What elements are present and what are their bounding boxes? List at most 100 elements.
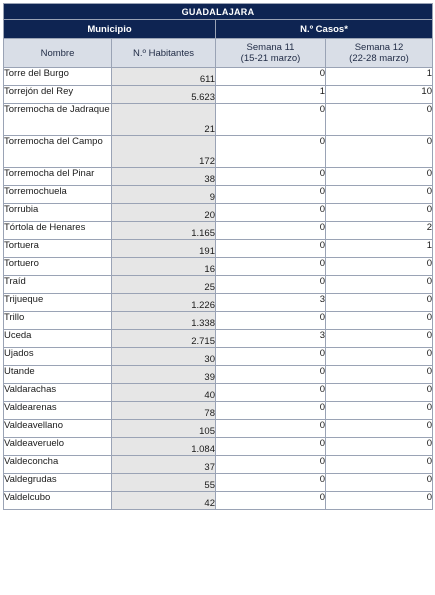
semana11-value: 0	[215, 455, 326, 474]
semana12-value: 0	[325, 185, 433, 204]
semana11-value: 0	[215, 473, 326, 492]
habitantes-value: 105	[111, 419, 216, 438]
semana12-value: 0	[325, 365, 433, 384]
table-row: Torremocha del Campo 172 0 0	[3, 135, 433, 168]
semana12-value: 0	[325, 455, 433, 474]
municipio-header: Municipio	[3, 19, 216, 39]
table-row: Trillo 1.338 0 0	[3, 311, 433, 330]
municipio-name: Tortuera	[3, 239, 112, 258]
semana11-value: 0	[215, 437, 326, 456]
semana11-header: Semana 11 (15-21 marzo)	[215, 38, 326, 68]
habitantes-value: 39	[111, 365, 216, 384]
semana12-value: 0	[325, 329, 433, 348]
table-row: Valdeconcha 37 0 0	[3, 455, 433, 474]
semana12-value: 0	[325, 167, 433, 186]
semana11-value: 0	[215, 185, 326, 204]
semana12-value: 0	[325, 401, 433, 420]
semana12-value: 0	[325, 347, 433, 366]
semana12-value: 0	[325, 293, 433, 312]
habitantes-value: 1.165	[111, 221, 216, 240]
semana12-value: 0	[325, 491, 433, 510]
semana11-value: 0	[215, 203, 326, 222]
habitantes-value: 1.084	[111, 437, 216, 456]
semana11-value: 0	[215, 491, 326, 510]
semana12-value: 0	[325, 473, 433, 492]
municipio-name: Ujados	[3, 347, 112, 366]
habitantes-header: N.º Habitantes	[111, 38, 216, 68]
semana12-header: Semana 12 (22-28 marzo)	[325, 38, 433, 68]
habitantes-value: 9	[111, 185, 216, 204]
semana11-value: 0	[215, 347, 326, 366]
table-row: Utande 39 0 0	[3, 365, 433, 384]
table-row: Trijueque 1.226 3 0	[3, 293, 433, 312]
nombre-header: Nombre	[3, 38, 112, 68]
habitantes-value: 611	[111, 67, 216, 86]
cases-table: GUADALAJARA Municipio N.º Casos* Nombre …	[3, 3, 433, 510]
table-row: Torremocha del Pinar 38 0 0	[3, 167, 433, 186]
municipio-name: Valdeavellano	[3, 419, 112, 438]
table-row: Valdeavellano 105 0 0	[3, 419, 433, 438]
municipio-name: Torremocha de Jadraque	[3, 103, 112, 136]
municipio-name: Valdarachas	[3, 383, 112, 402]
habitantes-value: 38	[111, 167, 216, 186]
semana12-value: 0	[325, 275, 433, 294]
habitantes-value: 37	[111, 455, 216, 474]
habitantes-value: 20	[111, 203, 216, 222]
semana11-value: 0	[215, 365, 326, 384]
table-row: Torre del Burgo 611 0 1	[3, 67, 433, 86]
table-row: Tórtola de Henares 1.165 0 2	[3, 221, 433, 240]
municipio-name: Torrejón del Rey	[3, 85, 112, 104]
habitantes-value: 1.338	[111, 311, 216, 330]
habitantes-value: 55	[111, 473, 216, 492]
municipio-name: Valdelcubo	[3, 491, 112, 510]
habitantes-value: 21	[111, 103, 216, 136]
table-row: Uceda 2.715 3 0	[3, 329, 433, 348]
habitantes-value: 78	[111, 401, 216, 420]
municipio-name: Tórtola de Henares	[3, 221, 112, 240]
municipio-name: Valdearenas	[3, 401, 112, 420]
municipio-name: Valdeaveruelo	[3, 437, 112, 456]
table-title: GUADALAJARA	[3, 3, 433, 20]
semana12-value: 0	[325, 257, 433, 276]
habitantes-value: 5.623	[111, 85, 216, 104]
semana12-value: 1	[325, 67, 433, 86]
municipio-name: Torremocha del Campo	[3, 135, 112, 168]
municipio-name: Tortuero	[3, 257, 112, 276]
semana11-value: 0	[215, 275, 326, 294]
semana11-value: 0	[215, 167, 326, 186]
municipio-name: Torremochuela	[3, 185, 112, 204]
semana12-value: 0	[325, 103, 433, 136]
municipio-name: Trijueque	[3, 293, 112, 312]
habitantes-value: 2.715	[111, 329, 216, 348]
semana11-value: 0	[215, 221, 326, 240]
semana12-value: 0	[325, 383, 433, 402]
semana12-value: 2	[325, 221, 433, 240]
table-row: Torrejón del Rey 5.623 1 10	[3, 85, 433, 104]
habitantes-value: 1.226	[111, 293, 216, 312]
semana11-range: (15-21 marzo)	[240, 53, 301, 64]
municipio-name: Torremocha del Pinar	[3, 167, 112, 186]
municipio-name: Uceda	[3, 329, 112, 348]
casos-header: N.º Casos*	[215, 19, 433, 39]
semana12-value: 1	[325, 239, 433, 258]
semana11-value: 1	[215, 85, 326, 104]
municipio-name: Valdegrudas	[3, 473, 112, 492]
municipio-name: Torrubia	[3, 203, 112, 222]
semana12-value: 0	[325, 135, 433, 168]
habitantes-value: 191	[111, 239, 216, 258]
table-row: Tortuera 191 0 1	[3, 239, 433, 258]
semana11-value: 3	[215, 329, 326, 348]
semana11-value: 0	[215, 401, 326, 420]
habitantes-value: 40	[111, 383, 216, 402]
table-row: Torrubia 20 0 0	[3, 203, 433, 222]
semana12-range: (22-28 marzo)	[349, 53, 409, 64]
semana12-label: Semana 12	[354, 42, 404, 53]
table-row: Valdarachas 40 0 0	[3, 383, 433, 402]
semana12-value: 0	[325, 437, 433, 456]
table-row: Valdegrudas 55 0 0	[3, 473, 433, 492]
habitantes-value: 172	[111, 135, 216, 168]
table-row: Tortuero 16 0 0	[3, 257, 433, 276]
habitantes-value: 42	[111, 491, 216, 510]
municipio-name: Torre del Burgo	[3, 67, 112, 86]
municipio-name: Traíd	[3, 275, 112, 294]
